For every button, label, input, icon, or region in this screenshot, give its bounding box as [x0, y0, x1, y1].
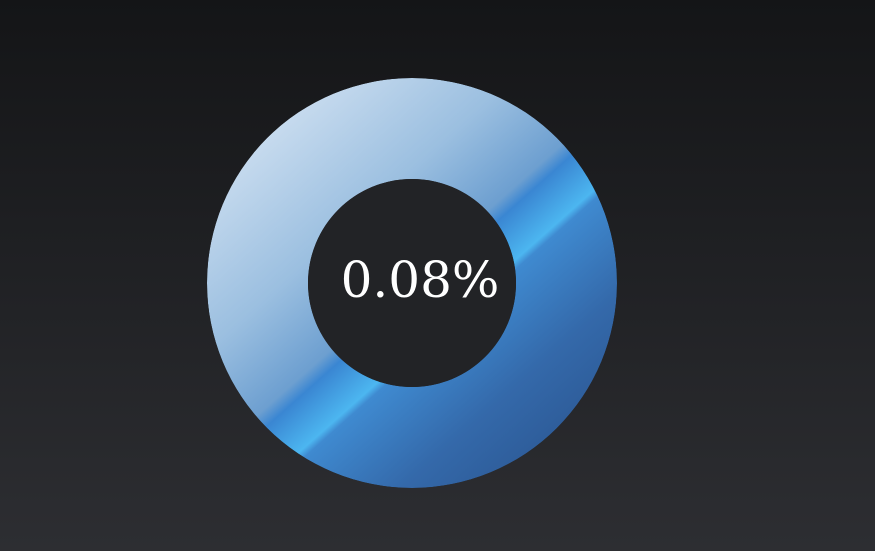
percent-value: 0.08% [341, 251, 500, 309]
donut-hole [308, 179, 516, 387]
